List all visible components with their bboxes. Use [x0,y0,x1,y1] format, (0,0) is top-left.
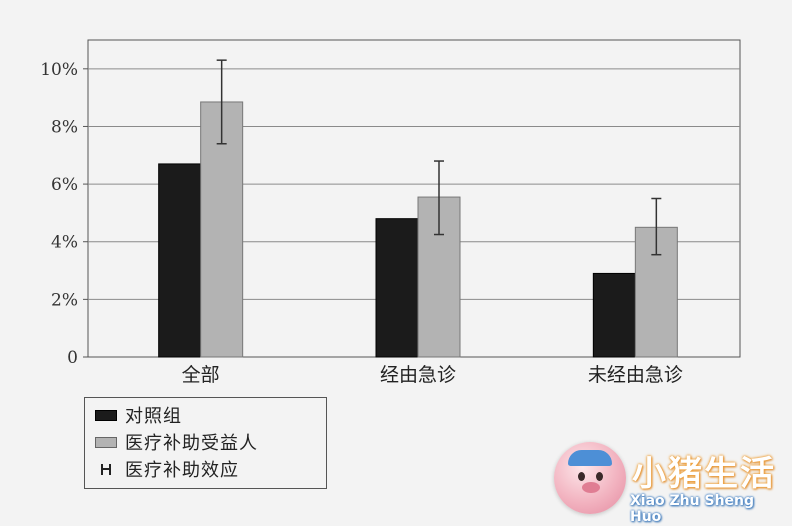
y-tick-label: 10% [40,60,78,80]
bar [158,163,202,358]
y-tick-label: 4% [51,233,78,253]
bar [592,272,636,358]
watermark-subtitle: Xiao Zhu Sheng Huo [630,493,755,525]
y-tick-label: 8% [51,117,78,137]
bar [375,218,419,358]
x-tick-label: 全部 [182,364,220,386]
legend-item-effect: 医疗补助效应 [95,458,239,481]
y-tick-label: 0 [67,348,78,368]
legend-swatch-error-bar [101,463,111,475]
watermark-title: 小猪生活 [632,454,776,494]
legend-label-control: 对照组 [125,406,182,427]
chart-legend: 对照组 医疗补助受益人 医疗补助效应 [84,397,327,489]
pig-mascot-icon [554,442,626,514]
y-tick-label: 6% [51,175,78,195]
legend-label-medicaid: 医疗补助受益人 [125,433,258,454]
legend-swatch-control [95,409,117,421]
watermark: 小猪生活 Xiao Zhu Sheng Huo [552,438,788,525]
x-tick-label: 未经由急诊 [588,364,683,386]
x-tick-label: 经由急诊 [380,364,456,386]
y-tick-label: 2% [51,290,78,310]
legend-label-effect: 医疗补助效应 [125,460,239,481]
legend-swatch-medicaid [95,436,117,448]
legend-item-control: 对照组 [95,404,182,427]
legend-item-medicaid: 医疗补助受益人 [95,431,258,454]
